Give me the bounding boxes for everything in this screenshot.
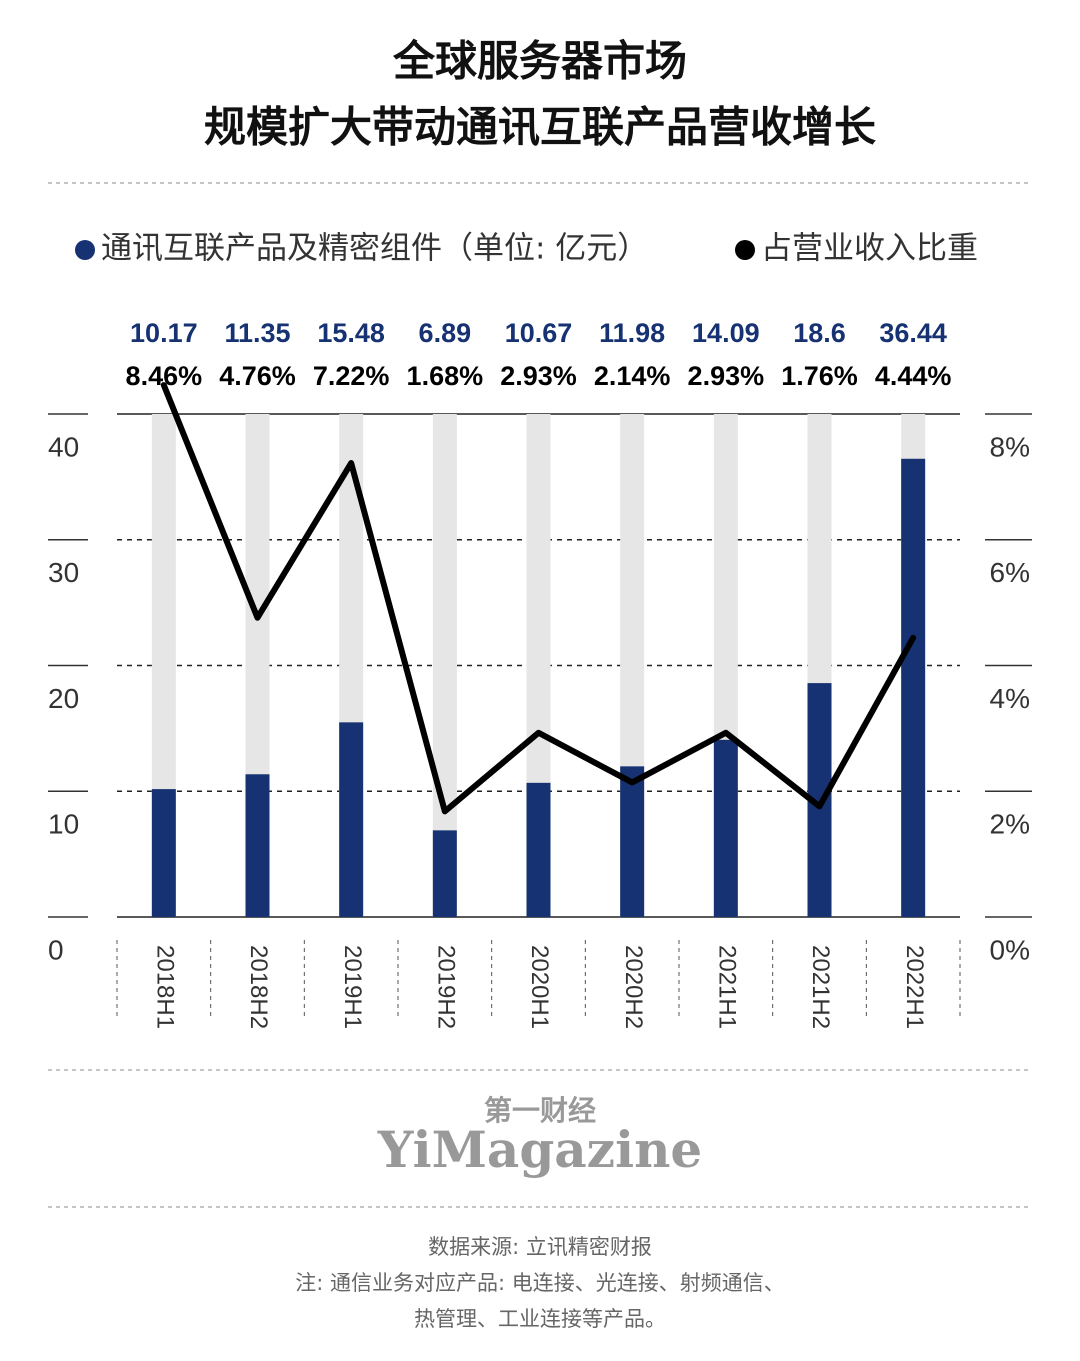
y-tick-label: 30 [48,557,79,588]
legend-marker [75,240,95,260]
footnote: 热管理、工业连接等产品。 [414,1307,666,1331]
line-value-label: 7.22% [313,361,390,391]
line-value-label: 4.76% [219,361,296,391]
bar [901,458,926,917]
title-line: 全球服务器市场 [392,37,687,86]
y-tick-label: 20 [48,683,79,714]
x-tick-label: 2018H1 [151,945,178,1029]
y2-tick-label: 8% [990,431,1030,462]
bar [713,739,738,917]
footnote: 注: 通信业务对应产品: 电连接、光连接、射频通信、 [295,1271,785,1295]
x-tick-label: 2022H1 [901,945,928,1029]
line-value-label: 2.14% [594,361,671,391]
line [160,382,917,815]
bar-value-label: 36.44 [879,318,947,348]
line-value-label: 4.44% [875,361,952,391]
y-tick-label: 0 [48,934,64,965]
x-tick-label: 2019H1 [339,945,366,1029]
bar [432,830,457,917]
brand-cn: 第一财经 [484,1094,596,1127]
x-tick-label: 2018H2 [245,945,272,1029]
line-value-label: 2.93% [500,361,577,391]
bar-value-label: 10.17 [130,318,198,348]
x-tick-label: 2019H2 [432,945,459,1029]
bar [526,782,551,917]
y2-tick-label: 0% [990,934,1030,965]
y-tick-label: 10 [48,809,79,840]
y2-tick-label: 4% [990,683,1030,714]
bar-value-label: 6.89 [419,318,472,348]
line-value-label: 2.93% [688,361,765,391]
bar-value-label: 11.98 [599,318,665,348]
legend-marker [735,240,755,260]
x-tick-label: 2020H1 [526,945,553,1029]
x-tick-label: 2021H2 [807,945,834,1029]
legend-label: 占营业收入比重 [761,231,978,267]
bar-value-label: 10.67 [505,318,573,348]
bar [151,789,176,917]
line-value-label: 1.76% [781,361,858,391]
y2-tick-label: 2% [990,809,1030,840]
title-line: 规模扩大带动通讯互联产品营收增长 [204,103,876,152]
x-tick-label: 2020H2 [620,945,647,1029]
y2-tick-label: 6% [990,557,1030,588]
y-tick-label: 40 [48,431,79,462]
brand-en: YiMagazine [377,1120,702,1179]
bar-value-label: 18.6 [793,318,846,348]
x-tick-label: 2021H1 [713,945,740,1029]
bar [620,766,645,917]
bar-value-label: 11.35 [224,318,290,348]
footnote: 数据来源: 立讯精密财报 [428,1235,652,1259]
bar-value-label: 14.09 [692,318,760,348]
bar-value-label: 15.48 [317,318,385,348]
bar [339,722,364,917]
bar [245,774,270,917]
line-value-label: 1.68% [407,361,484,391]
legend-label: 通讯互联产品及精密组件（单位: 亿元） [101,231,648,267]
